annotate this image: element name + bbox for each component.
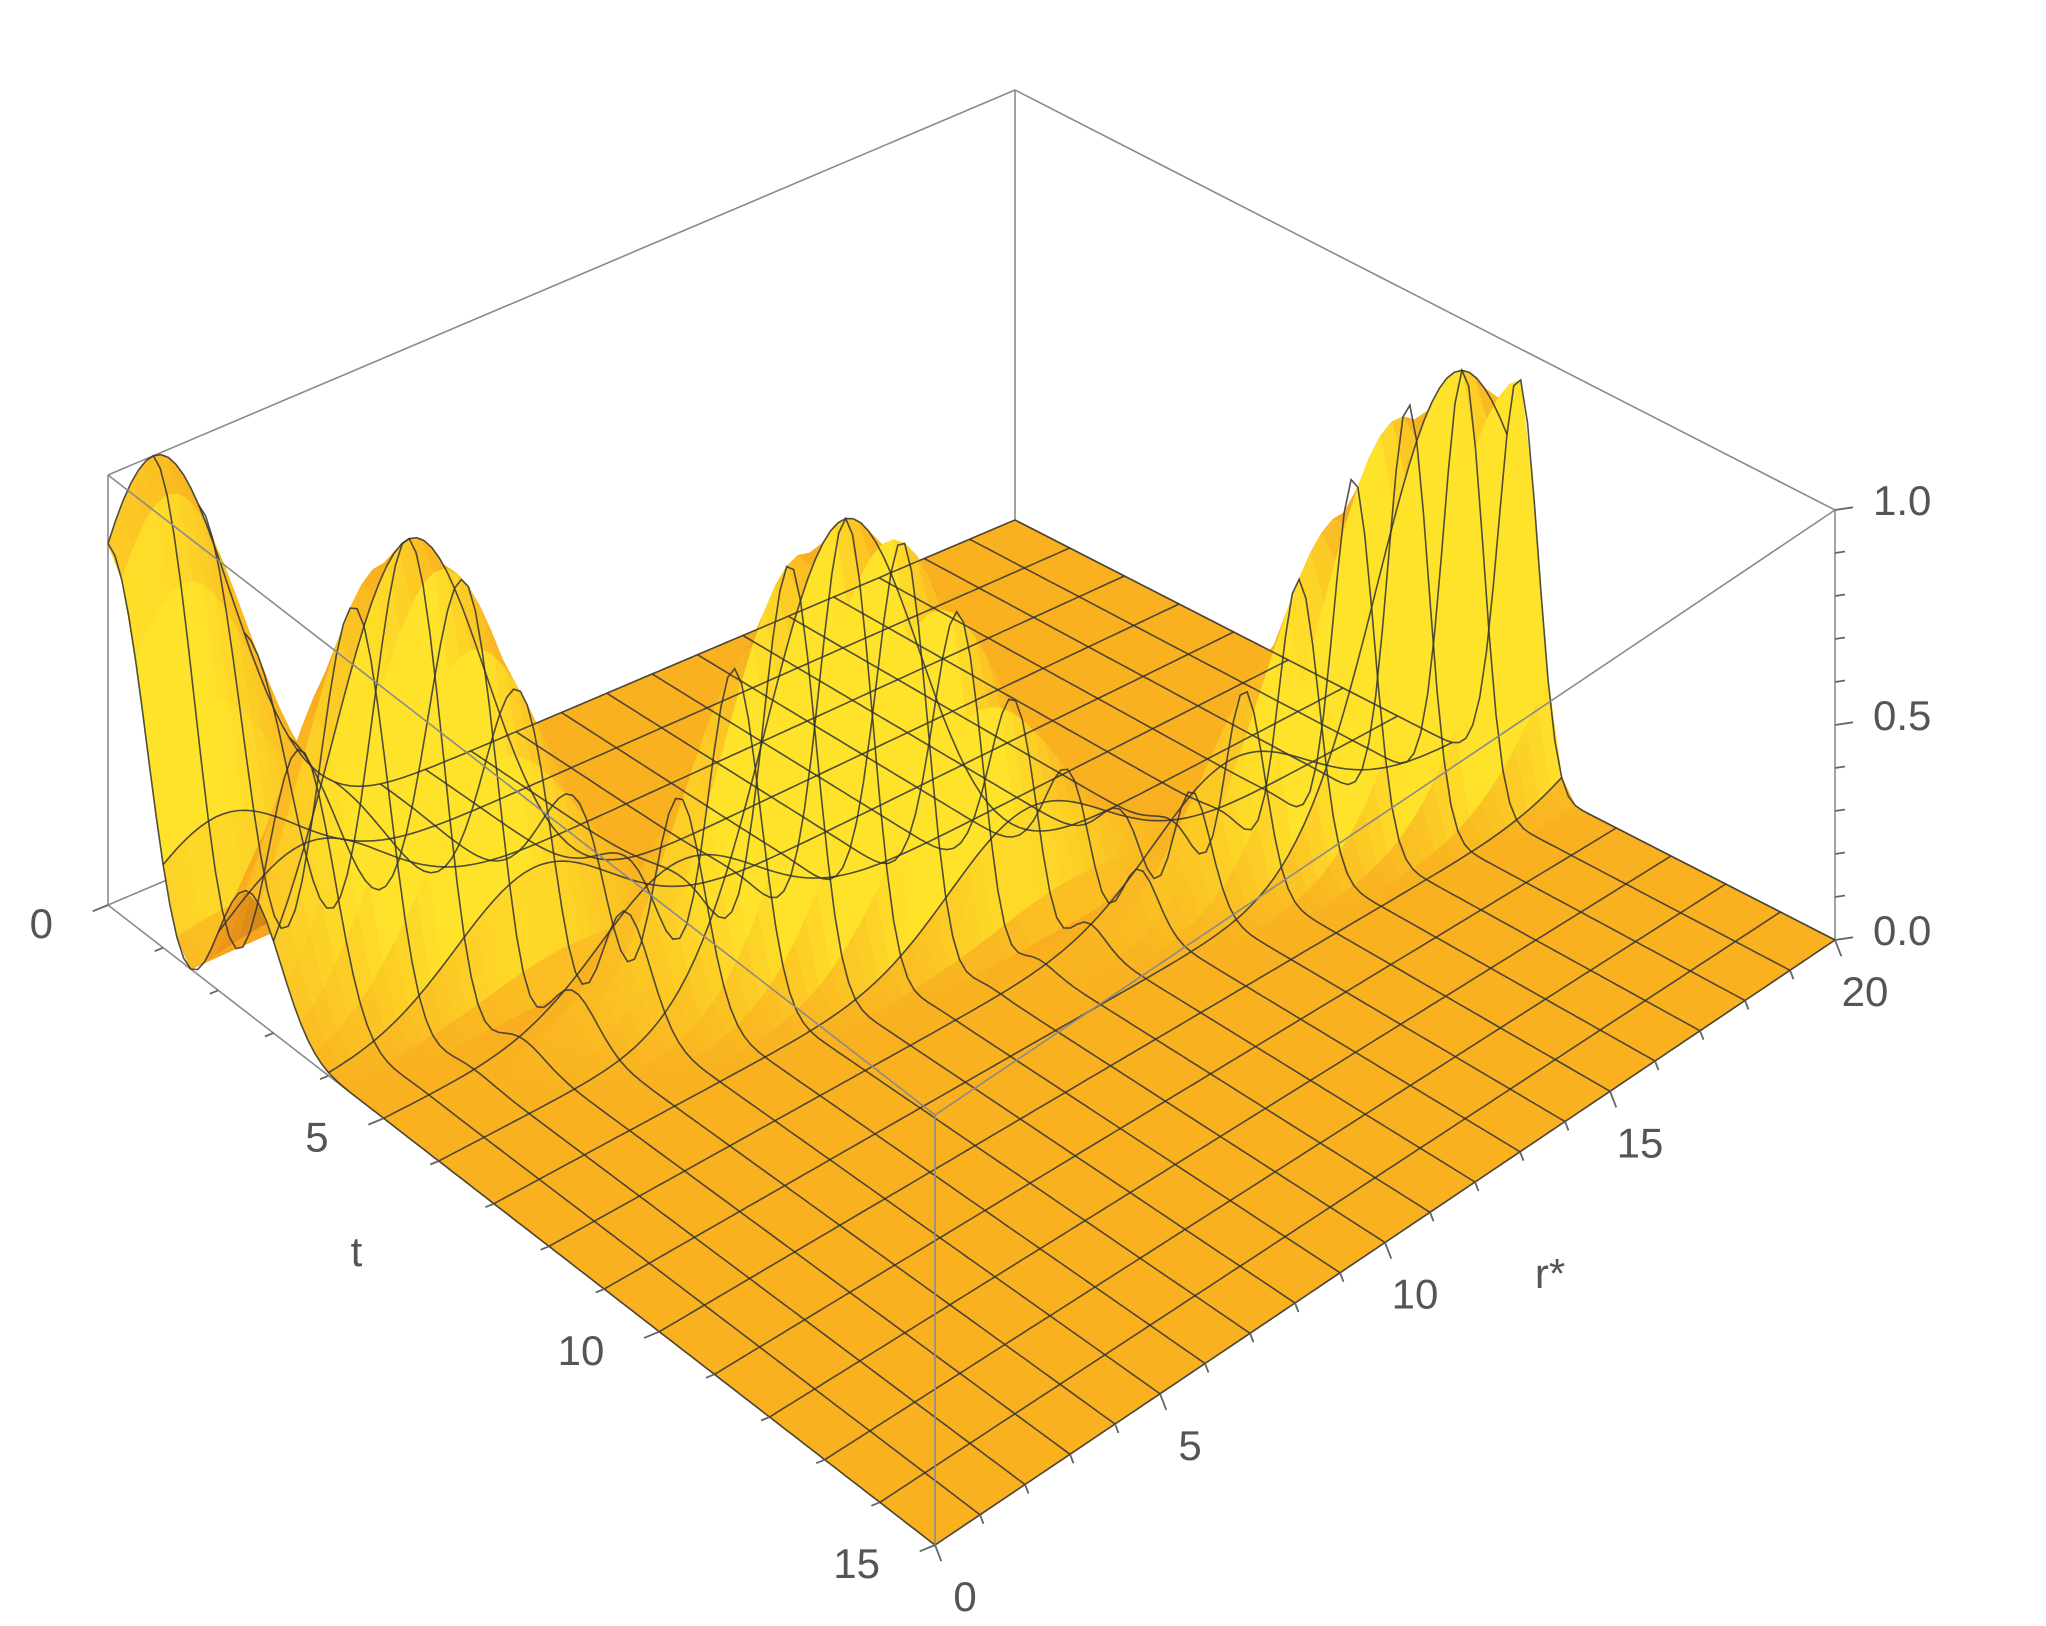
- axis-label-t: t: [351, 1228, 363, 1275]
- tick-mark-r: [1609, 1090, 1618, 1108]
- tick-mark-z: [1834, 506, 1854, 511]
- tick-mark-t: [871, 1501, 881, 1507]
- mesh-line-r: [787, 615, 1611, 1092]
- tick-label-t: 15: [833, 1540, 880, 1587]
- mesh-line-r: [334, 688, 1161, 1395]
- box-edge: [934, 509, 1836, 1116]
- axis-label-r: r*: [1535, 1250, 1565, 1297]
- tick-mark-r: [1789, 969, 1795, 980]
- mesh-line-r: [470, 565, 1296, 1304]
- tick-mark-t: [540, 1245, 550, 1251]
- tick-mark-z: [1834, 593, 1846, 597]
- mesh-line-r: [833, 577, 1656, 1062]
- tick-mark-z: [1834, 894, 1846, 898]
- mesh-line-r: [198, 504, 1026, 1486]
- tick-mark-z: [1834, 808, 1846, 812]
- tick-mark-r: [1699, 1030, 1705, 1041]
- tick-mark-r: [1744, 1000, 1750, 1010]
- surface-mesh: [107, 367, 1836, 1546]
- tick-label-r: 15: [1617, 1119, 1664, 1166]
- mesh-line-r: [969, 367, 1791, 972]
- tick-mark-r: [1114, 1423, 1120, 1434]
- tick-mark-r: [1519, 1151, 1525, 1162]
- tick-label-z: 0.0: [1873, 907, 1931, 954]
- tick-label-t: 0: [30, 900, 53, 947]
- tick-mark-t: [815, 1458, 826, 1464]
- mesh-line-r: [515, 516, 1341, 1274]
- tick-label-r: 20: [1842, 968, 1889, 1015]
- tick-mark-t: [368, 1117, 385, 1126]
- tick-mark-z: [1834, 851, 1846, 855]
- mesh-line-r: [878, 477, 1701, 1032]
- tick-mark-r: [1024, 1484, 1030, 1494]
- tick-mark-t: [92, 904, 109, 913]
- tick-label-r: 5: [1178, 1422, 1201, 1469]
- box-edge: [107, 474, 936, 1116]
- tick-mark-r: [1339, 1272, 1345, 1283]
- box-edge: [107, 89, 1016, 476]
- mesh-line-r: [107, 543, 936, 1546]
- mesh-line-r: [379, 783, 1206, 1365]
- mesh-line-r: [697, 654, 1521, 1153]
- tick-mark-z: [1834, 936, 1854, 941]
- tick-mark-t: [319, 1074, 329, 1080]
- mesh-line-r: [1014, 378, 1836, 941]
- mesh-line-r: [424, 667, 1251, 1334]
- tick-mark-r: [1564, 1121, 1570, 1131]
- tick-mark-r: [1474, 1181, 1480, 1192]
- tick-mark-t: [919, 1544, 936, 1553]
- tick-mark-r: [1294, 1302, 1300, 1313]
- tick-mark-t: [429, 1160, 440, 1166]
- tick-mark-r: [1159, 1393, 1168, 1411]
- tick-mark-z: [1834, 636, 1846, 640]
- tick-mark-t: [643, 1330, 660, 1339]
- tick-label-t: 5: [305, 1113, 328, 1160]
- tick-mark-r: [979, 1514, 985, 1525]
- tick-mark-r: [1834, 939, 1843, 957]
- tick-mark-r: [1384, 1242, 1393, 1260]
- tick-mark-t: [154, 946, 164, 952]
- mesh-line-r: [923, 402, 1746, 1002]
- tick-mark-r: [934, 1544, 943, 1562]
- tick-mark-r: [1654, 1060, 1660, 1071]
- tick-label-z: 0.5: [1873, 692, 1931, 739]
- tick-mark-z: [1834, 550, 1846, 554]
- tick-label-r: 0: [953, 1573, 976, 1620]
- mesh-line-r: [243, 537, 1071, 1455]
- tick-label-z: 1.0: [1873, 477, 1931, 524]
- tick-mark-r: [1204, 1363, 1210, 1373]
- mesh-line-r: [561, 542, 1386, 1244]
- tick-mark-r: [1249, 1332, 1255, 1343]
- tick-mark-t: [595, 1288, 605, 1294]
- tick-mark-t: [209, 989, 219, 995]
- tick-label-r: 10: [1392, 1271, 1439, 1318]
- mesh-line-r: [606, 610, 1431, 1213]
- axis-labels: t r*: [351, 1228, 1566, 1297]
- bounding-box-front: [107, 474, 1836, 1545]
- mesh-line-r: [651, 673, 1476, 1183]
- axis-ticks: 0 5 10 15 0 5 10 15 20 0.0 0.5 1.0: [30, 477, 1932, 1620]
- tick-mark-t: [705, 1373, 715, 1379]
- tick-mark-z: [1834, 679, 1846, 683]
- tick-mark-r: [1069, 1453, 1075, 1464]
- mesh-line-r: [152, 455, 981, 1516]
- tick-mark-z: [1834, 721, 1854, 726]
- mesh-line-r: [742, 634, 1566, 1123]
- box-edge: [1014, 89, 1836, 511]
- surface: [107, 369, 1836, 1546]
- tick-label-t: 10: [558, 1327, 605, 1374]
- tick-mark-z: [1834, 765, 1846, 769]
- tick-mark-t: [760, 1416, 770, 1422]
- mesh-line-r: [288, 578, 1116, 1425]
- tick-mark-t: [485, 1202, 495, 1208]
- tick-mark-r: [1429, 1211, 1435, 1222]
- tick-mark-t: [264, 1032, 274, 1038]
